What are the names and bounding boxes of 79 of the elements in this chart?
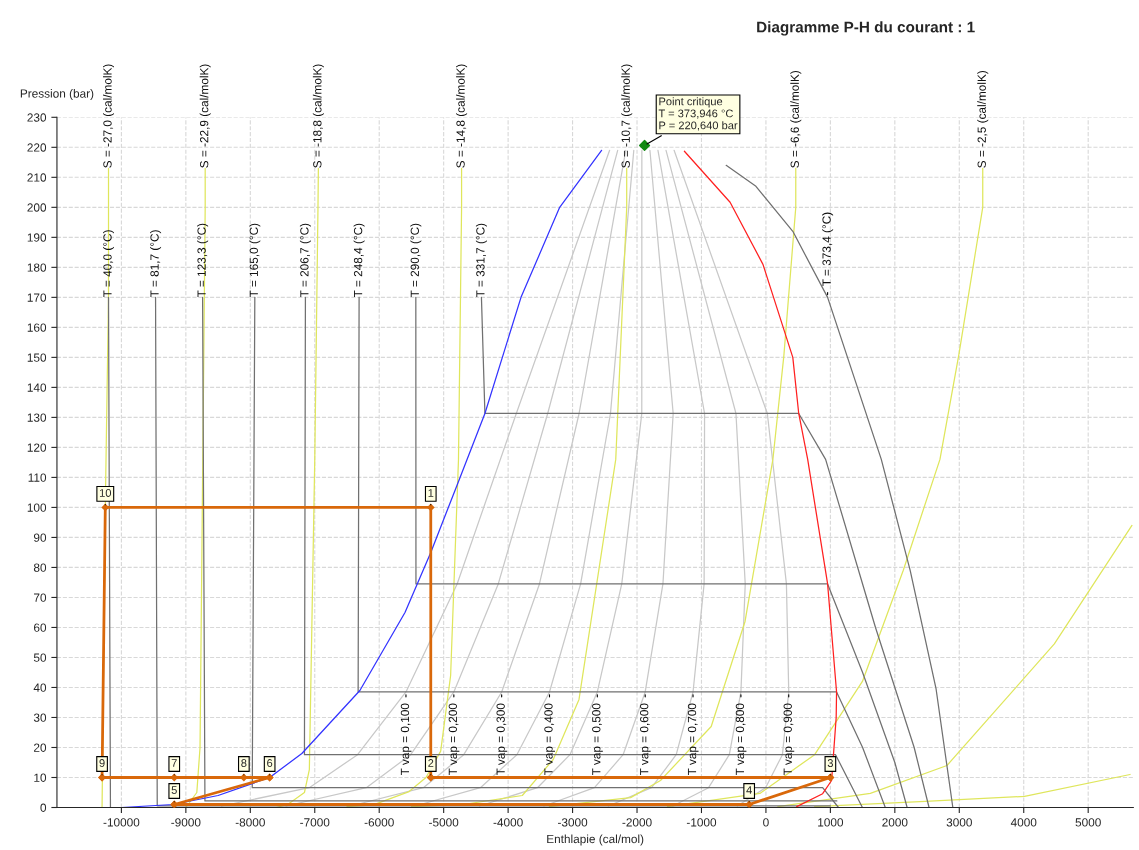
annotation: 9: [99, 759, 105, 767]
y-tick-label: 140: [27, 383, 47, 392]
text: S = -6,6 (cal/molK): [790, 70, 802, 168]
annotation: T vap = 0,200: [448, 703, 460, 776]
annotation: T vap = 0,500: [592, 703, 603, 776]
x-tick-label: 4000: [1010, 818, 1037, 827]
y-tick-label: 80: [33, 563, 47, 572]
y-tick-label: 170: [27, 293, 47, 302]
y-tick-label: 110: [28, 473, 47, 482]
x-tick-label: -2000: [622, 818, 652, 827]
x-tick-label: 1000: [818, 818, 844, 827]
text: T = 206,7 (°C): [299, 223, 311, 298]
y-tick-label: 190: [27, 233, 47, 242]
y-tick-label: 230: [27, 113, 47, 122]
annotation: T vap = 0,900: [783, 703, 795, 776]
text: S = -27,0 (cal/molK): [103, 64, 115, 168]
x-tick-label: -4000: [493, 818, 523, 827]
text: T = 165,0 (°C): [249, 223, 261, 298]
text: T = 290,0 (°C): [410, 223, 422, 298]
text: S = -2,5 (cal/molK): [977, 70, 989, 168]
annotation: T vap = 0,400: [544, 703, 555, 776]
annotation: T vap = 0,800: [735, 703, 747, 776]
x-tick-label: -10000: [103, 818, 140, 827]
text: S = -10,7 (cal/molK): [621, 64, 633, 168]
x-tick-label: -7000: [300, 818, 330, 827]
y-tick-label: 150: [27, 353, 47, 362]
x-tick-label: -3000: [558, 818, 588, 827]
annotation: T vap = 0,100: [400, 703, 412, 776]
y-tick-label: 90: [33, 533, 47, 542]
y-tick-label: 130: [27, 413, 47, 422]
y-tick-label: 0: [40, 803, 47, 812]
y-tick-label: 160: [27, 323, 47, 332]
text: S = -14,8 (cal/molK): [456, 64, 468, 168]
annotation: 5: [171, 786, 177, 794]
y-tick-label: 20: [34, 743, 47, 752]
text: S = -18,8 (cal/molK): [312, 64, 324, 168]
text: S = -22,9 (cal/molK): [199, 64, 211, 168]
y-tick-label: 60: [34, 623, 47, 632]
annotation: T vap = 0,700: [687, 703, 699, 776]
y-tick-label: 100: [27, 503, 47, 512]
y-tick-label: 50: [33, 653, 47, 662]
x-tick-label: -1000: [686, 818, 717, 827]
annotation: 3: [827, 759, 833, 767]
x-tick-label: 3000: [946, 818, 972, 827]
text: T = 81,7 (°C): [150, 230, 162, 298]
text: T = 123,3 (°C): [197, 223, 209, 298]
y-tick-label: 10: [34, 773, 47, 782]
x-tick-label: 5000: [1075, 818, 1101, 827]
y-tick-label: 220: [27, 143, 47, 152]
y-tick-label: 70: [34, 593, 47, 602]
x-tick-label: -9000: [171, 818, 201, 827]
x-axis-title: Enthlapie (cal/mol): [547, 834, 644, 846]
x-tick-label: 0: [763, 818, 769, 827]
annotation: T = 373,4 (°C): [822, 212, 834, 286]
annotation: 8: [241, 759, 247, 767]
annotation: 1: [428, 489, 434, 497]
annotation: 10: [99, 489, 112, 497]
annotation: Point critique T = 373,946 °C P = 220,640 bar: [658, 97, 738, 131]
x-tick-label: -8000: [235, 818, 265, 827]
y-tick-label: 180: [27, 263, 47, 272]
annotation: 6: [267, 759, 273, 767]
y-tick-label: 200: [27, 203, 47, 212]
text: T = 248,4 (°C): [353, 223, 365, 298]
annotation: T vap = 0,300: [496, 703, 508, 776]
y-tick-label: 210: [27, 173, 47, 182]
annotation: T vap = 0,600: [640, 703, 651, 776]
text: T = 331,7 (°C): [475, 223, 487, 298]
y-tick-label: 30: [33, 713, 47, 722]
y-tick-label: 40: [33, 683, 47, 692]
y-axis-title: Pression (bar): [20, 89, 94, 101]
x-tick-label: 2000: [882, 818, 908, 827]
x-tick-label: -5000: [429, 818, 459, 827]
y-tick-label: 120: [27, 443, 47, 452]
annotation: 7: [171, 759, 177, 767]
chart-title: Diagramme P-H du courant : 1: [757, 21, 975, 36]
x-tick-label: -6000: [364, 818, 394, 827]
annotation: 4: [746, 786, 752, 794]
text: T = 40,0 (°C): [103, 230, 115, 298]
annotation: 2: [428, 759, 434, 767]
